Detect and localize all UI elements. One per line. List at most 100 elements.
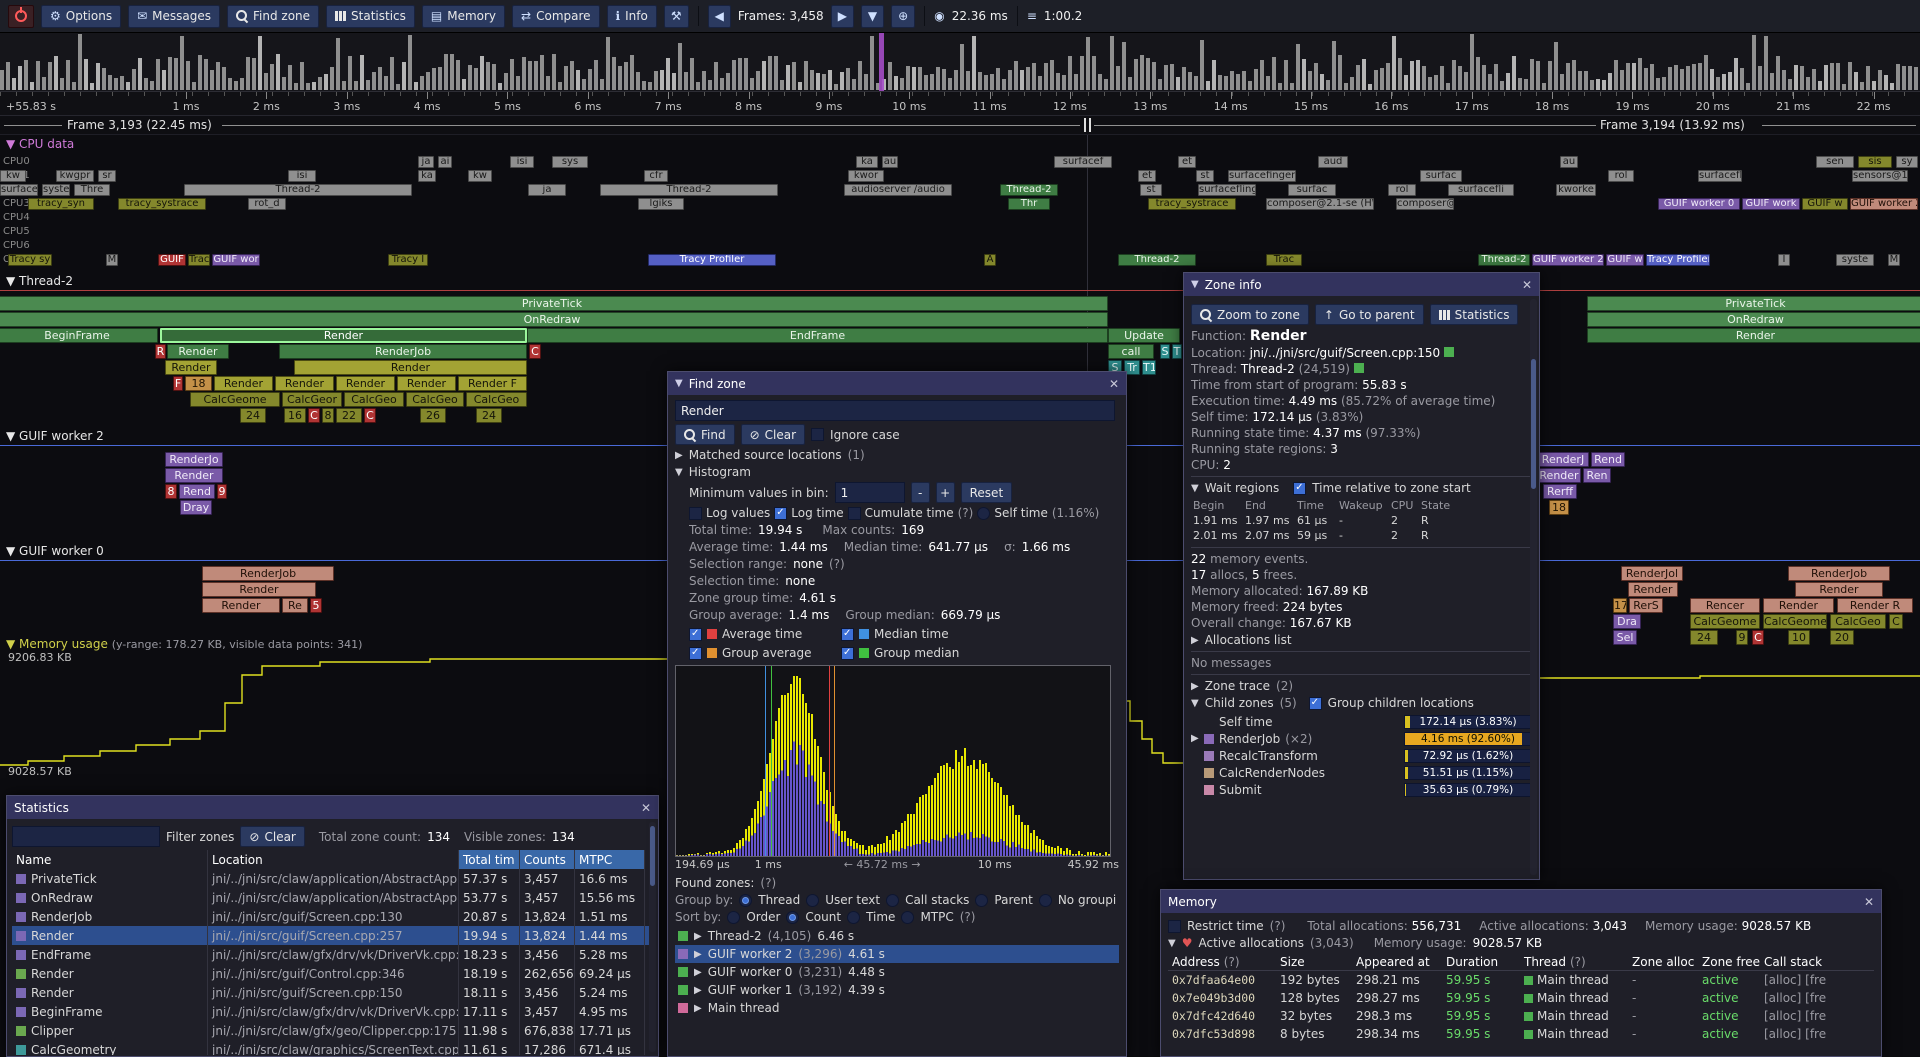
- timeline-zone[interactable]: sy: [1896, 156, 1918, 168]
- timeline-zone[interactable]: audioserver /audio: [844, 184, 952, 196]
- timeline-zone[interactable]: Render: [202, 598, 280, 613]
- timeline-zone[interactable]: Tracy: [188, 254, 210, 266]
- timeline-zone[interactable]: PrivateTick: [1587, 296, 1920, 311]
- group-by-radio[interactable]: [739, 893, 753, 907]
- timeline-zone[interactable]: isi: [288, 170, 316, 182]
- frame-row[interactable]: Frame 3,193 (22.45 ms) Frame 3,194 (13.92…: [0, 116, 1920, 135]
- timeline-zone[interactable]: S: [1160, 344, 1170, 359]
- timeline-zone[interactable]: Render: [294, 360, 527, 375]
- found-zone-row[interactable]: ▶ Main thread: [675, 999, 1119, 1017]
- timeline-zone[interactable]: RenderJob: [279, 344, 527, 359]
- timeline-zone[interactable]: 10: [1788, 630, 1810, 645]
- timeline-zone[interactable]: Tracy I: [388, 254, 428, 266]
- table-row[interactable]: BeginFrame jni/../jni/src/claw/gfx/drv/vk…: [12, 1002, 653, 1021]
- timeline-zone[interactable]: 20: [1830, 630, 1854, 645]
- timeline-zone[interactable]: Re: [282, 598, 308, 613]
- timeline-zone[interactable]: Rerff: [1543, 484, 1577, 499]
- zoom-to-zone-button[interactable]: Zoom to zone: [1191, 304, 1309, 325]
- found-zone-row[interactable]: ▶ GUIF worker 2 (3,296) 4.61 s: [675, 945, 1119, 963]
- timeline-zone[interactable]: CalcGeome: [1690, 614, 1760, 629]
- timeline-zone[interactable]: OnRedraw: [0, 312, 1108, 327]
- timeline-zone[interactable]: sen: [1816, 156, 1854, 168]
- legend-checkbox[interactable]: [841, 646, 854, 660]
- timeline-zone[interactable]: kw: [468, 170, 492, 182]
- timeline-zone[interactable]: RenderJol: [1621, 566, 1683, 581]
- timeline-zone[interactable]: CalcGeo: [1830, 614, 1886, 629]
- relative-time-checkbox[interactable]: [1293, 481, 1307, 495]
- timeline-zone[interactable]: Thread-2: [1118, 254, 1196, 266]
- timeline-zone[interactable]: surfacefl: [1698, 170, 1742, 182]
- wait-column-header[interactable]: State: [1421, 499, 1451, 512]
- next-frame-button[interactable]: ▶: [830, 4, 854, 28]
- memory-button[interactable]: ▤ Memory: [421, 4, 506, 28]
- table-row[interactable]: 0x7dfc53d898 8 bytes 298.34 ms 59.95 s Main …: [1168, 1025, 1874, 1043]
- timeline-zone[interactable]: Thread-2: [1478, 254, 1530, 266]
- timeline-zone[interactable]: Render: [165, 360, 217, 375]
- timeline-zone[interactable]: kwgpr: [56, 170, 94, 182]
- timeline-zone[interactable]: tracy_syn: [28, 198, 94, 210]
- timeline-zone[interactable]: BeginFrame: [0, 328, 158, 343]
- frame-dropdown-button[interactable]: ▼: [860, 4, 885, 28]
- timeline-zone[interactable]: ai: [438, 156, 452, 168]
- timeline-zone[interactable]: T: [1172, 344, 1182, 359]
- close-icon[interactable]: ✕: [1521, 277, 1532, 292]
- column-header[interactable]: Duration: [1446, 954, 1499, 969]
- sort-by-radio[interactable]: [901, 910, 915, 924]
- wait-column-header[interactable]: Time: [1297, 499, 1324, 512]
- frame-overview-strip[interactable]: [0, 33, 1920, 92]
- cpu-data-header[interactable]: ▼ CPU data: [6, 137, 75, 151]
- timeline-zone[interactable]: Render: [336, 376, 395, 391]
- timeline-zone[interactable]: Render R: [1837, 598, 1913, 613]
- table-row[interactable]: Render jni/../jni/src/guif/Screen.cpp:150…: [12, 983, 653, 1002]
- column-header[interactable]: Thread (?): [1524, 954, 1586, 969]
- collapse-icon[interactable]: ▼: [1191, 279, 1199, 290]
- timeline-zone[interactable]: sensors@1.0-se: [1852, 170, 1908, 182]
- timeline-zone[interactable]: Dray: [180, 500, 212, 515]
- memory-titlebar[interactable]: Memory ✕: [1161, 890, 1881, 913]
- column-header[interactable]: Name: [12, 850, 208, 869]
- close-icon[interactable]: ✕: [1108, 376, 1119, 391]
- go-to-parent-button[interactable]: ↑ Go to parent: [1314, 304, 1424, 325]
- timeline-zone[interactable]: C: [308, 408, 320, 423]
- timeline-zone[interactable]: CalcGeomet: [1763, 614, 1827, 629]
- zone-thread[interactable]: Thread-2: [1240, 362, 1295, 376]
- timeline-zone[interactable]: composer@2.1-se (HW: [1266, 198, 1374, 210]
- child-zone-row[interactable]: ▶ RenderJob (×2) 4.16 ms (92.60%): [1191, 730, 1532, 747]
- timeline-zone[interactable]: syste: [42, 184, 70, 196]
- timeline-zone[interactable]: kw: [0, 170, 26, 182]
- timeline-zone[interactable]: lgiks: [638, 198, 684, 210]
- column-header[interactable]: MTPC: [575, 850, 645, 869]
- power-button[interactable]: [8, 4, 34, 28]
- timeline-zone[interactable]: GUIF w: [1606, 254, 1644, 266]
- timeline-zone[interactable]: Trac: [1266, 254, 1302, 266]
- scrollbar-thumb[interactable]: [650, 826, 655, 886]
- column-header[interactable]: Total tim: [459, 850, 520, 869]
- timeline-zone[interactable]: Sel: [1613, 630, 1637, 645]
- timeline-zone[interactable]: F: [173, 376, 183, 391]
- group-by-radio[interactable]: [1038, 893, 1052, 907]
- column-header[interactable]: Size: [1280, 954, 1305, 969]
- timeline-zone[interactable]: Tracy Profiler: [1646, 254, 1710, 266]
- timeline-zone[interactable]: Thread-2: [1000, 184, 1058, 196]
- timeline-zone[interactable]: RenderJo: [165, 452, 223, 467]
- sort-by-radio[interactable]: [847, 910, 861, 924]
- timeline-zone[interactable]: 17: [1613, 598, 1627, 613]
- timeline-zone[interactable]: C: [364, 408, 376, 423]
- column-header[interactable]: Call stack: [1764, 954, 1823, 969]
- timeline-zone[interactable]: sys: [552, 156, 588, 168]
- restrict-time-checkbox[interactable]: [1168, 919, 1181, 933]
- clear-button[interactable]: ⊘ Clear: [740, 424, 806, 445]
- find-button[interactable]: Find: [675, 424, 735, 445]
- table-row[interactable]: Render jni/../jni/src/guif/Screen.cpp:257…: [12, 926, 653, 945]
- timeline-zone[interactable]: Dra: [1613, 614, 1641, 629]
- legend-checkbox[interactable]: [689, 646, 702, 660]
- timeline-zone[interactable]: GUIF worker 0: [1658, 198, 1740, 210]
- matched-locations-toggle[interactable]: ▶ Matched source locations (1): [675, 448, 865, 462]
- timeline-zone[interactable]: Render: [1587, 328, 1920, 343]
- child-zone-row[interactable]: CalcRenderNodes 51.51 µs (1.15%): [1191, 764, 1532, 781]
- timeline-zone[interactable]: Render F: [458, 376, 527, 391]
- timeline-zone[interactable]: syste: [1836, 254, 1874, 266]
- timeline-zone[interactable]: CalcGeo: [406, 392, 464, 407]
- timeline-zone[interactable]: Thread-2: [184, 184, 412, 196]
- found-zone-row[interactable]: ▶ Thread-2 (4,105) 6.46 s: [675, 927, 1119, 945]
